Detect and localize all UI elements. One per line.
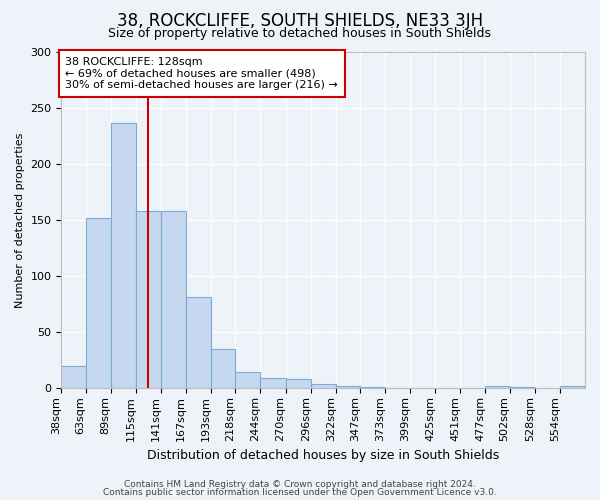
Y-axis label: Number of detached properties: Number of detached properties — [15, 132, 25, 308]
Bar — [235, 372, 260, 388]
Bar — [211, 349, 235, 389]
Bar — [560, 386, 585, 388]
Text: 38, ROCKCLIFFE, SOUTH SHIELDS, NE33 3JH: 38, ROCKCLIFFE, SOUTH SHIELDS, NE33 3JH — [117, 12, 483, 30]
Bar — [161, 211, 186, 388]
Bar — [336, 386, 360, 388]
Text: 38 ROCKCLIFFE: 128sqm
← 69% of detached houses are smaller (498)
30% of semi-det: 38 ROCKCLIFFE: 128sqm ← 69% of detached … — [65, 57, 338, 90]
Bar — [186, 298, 211, 388]
Text: Contains HM Land Registry data © Crown copyright and database right 2024.: Contains HM Land Registry data © Crown c… — [124, 480, 476, 489]
X-axis label: Distribution of detached houses by size in South Shields: Distribution of detached houses by size … — [147, 450, 499, 462]
Bar — [86, 218, 110, 388]
Text: Size of property relative to detached houses in South Shields: Size of property relative to detached ho… — [109, 28, 491, 40]
Bar — [110, 124, 136, 388]
Bar — [136, 211, 161, 388]
Text: Contains public sector information licensed under the Open Government Licence v3: Contains public sector information licen… — [103, 488, 497, 497]
Bar — [61, 366, 86, 388]
Bar — [260, 378, 286, 388]
Bar — [311, 384, 336, 388]
Bar — [485, 386, 509, 388]
Bar — [286, 380, 311, 388]
